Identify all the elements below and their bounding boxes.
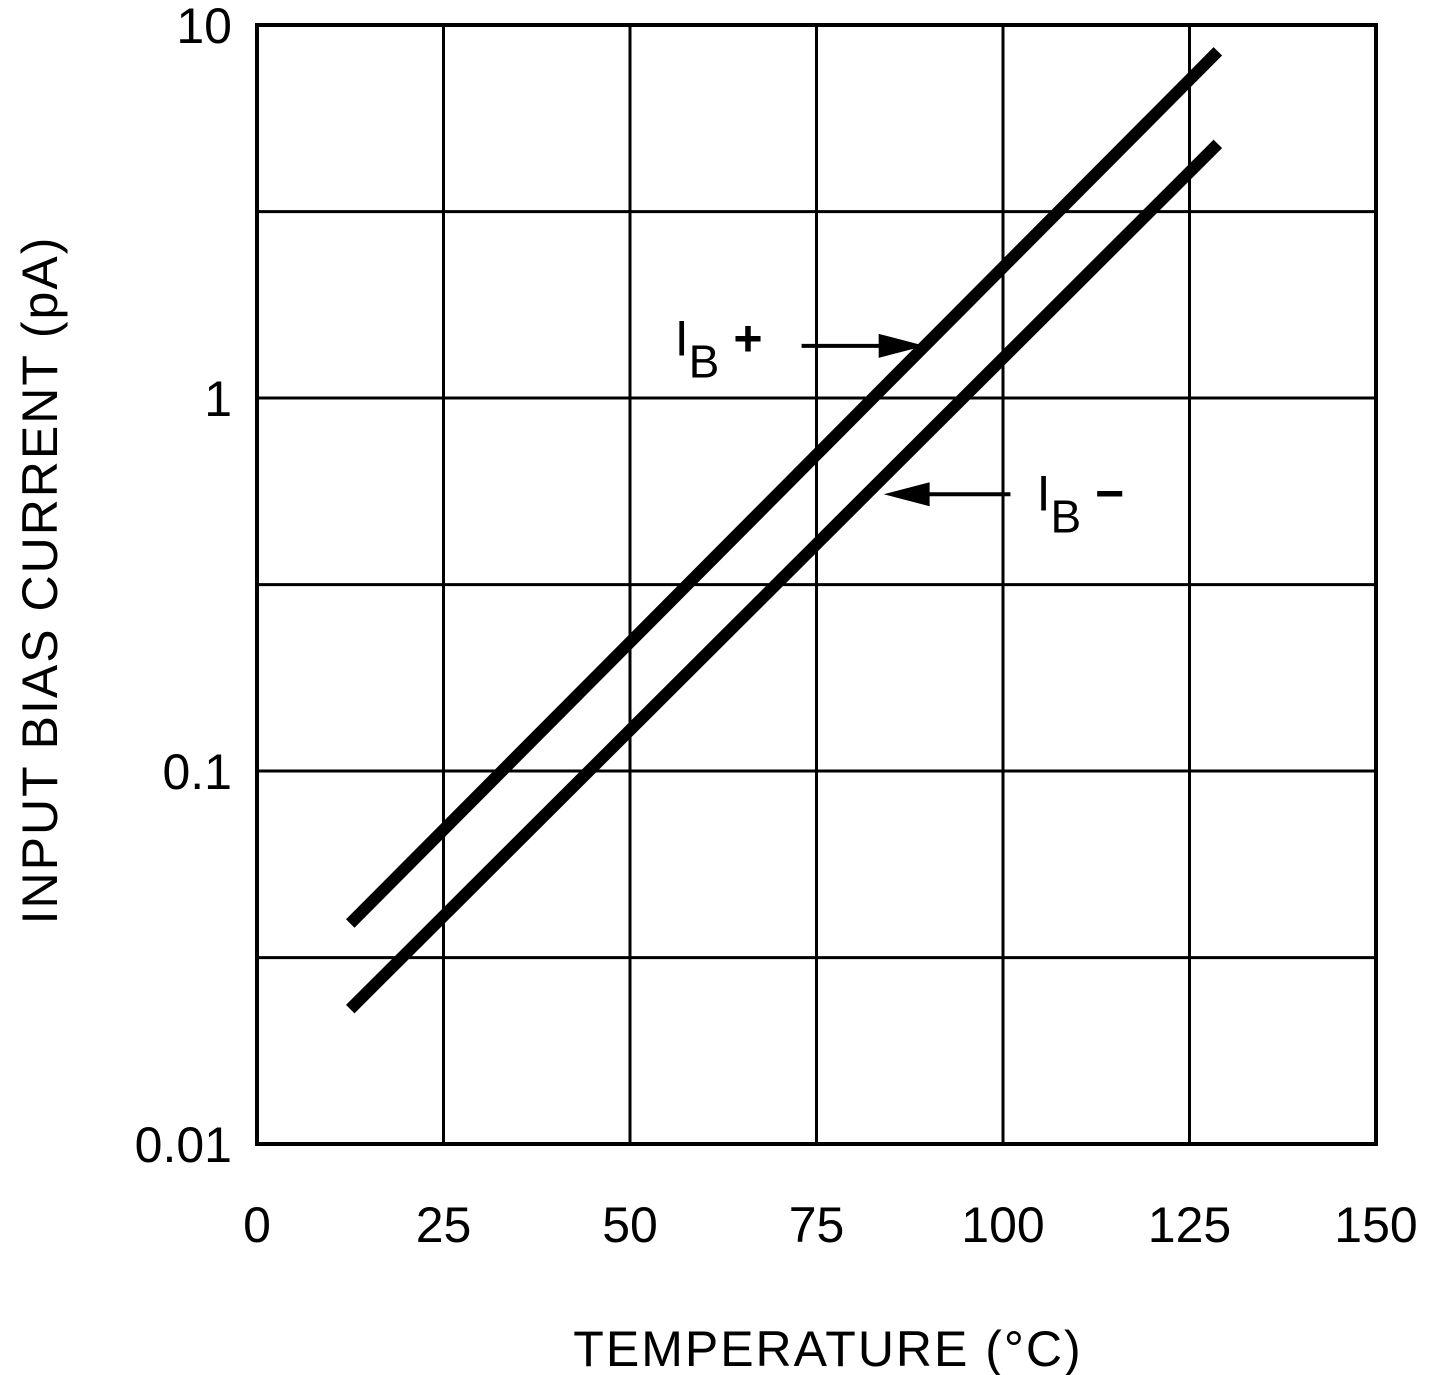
x-tick-label: 75 [789,1197,845,1253]
y-tick-label: 10 [176,0,232,54]
arrowhead-icon [878,333,925,358]
y-tick-label: 0.01 [135,1117,232,1173]
series-lines [345,47,1223,1014]
x-tick-label: 100 [961,1197,1044,1253]
x-axis-label: TEMPERATURE (°C) [573,1321,1082,1375]
series-line-ib-plus [345,47,1223,928]
annotation-label: IB − [1037,465,1125,542]
x-tick-label: 125 [1148,1197,1231,1253]
tick-labels: 0 25 50 75 100 125 150 0.01 0.1 1 10 [135,0,1418,1253]
x-tick-label: 25 [416,1197,472,1253]
arrowhead-icon [883,482,930,507]
x-tick-label: 150 [1334,1197,1417,1253]
y-tick-label: 1 [204,371,232,427]
series-line-ib-minus [346,139,1223,1014]
annotations: IB + IB − [675,310,1125,542]
y-tick-label: 0.1 [162,744,232,800]
plot-frame [255,23,1378,1146]
grid [255,23,1378,1146]
x-tick-label: 0 [243,1197,271,1253]
annotation-label: IB + [675,310,763,387]
y-axis-label: INPUT BIAS CURRENT (pA) [12,236,68,925]
x-tick-label: 50 [602,1197,658,1253]
